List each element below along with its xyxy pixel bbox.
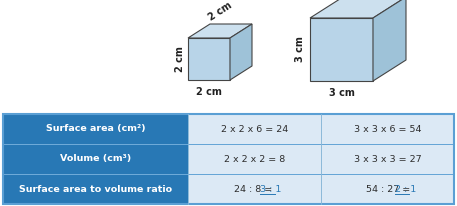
Text: 24 : 8 =: 24 : 8 = [234, 185, 276, 193]
Bar [322, 175, 453, 203]
Text: Surface area to volume ratio: Surface area to volume ratio [19, 185, 172, 193]
Text: 3 x 3 x 6 = 54: 3 x 3 x 6 = 54 [354, 124, 421, 133]
Bar [188, 144, 321, 174]
Text: 24 : 8 = 3 : 1: 24 : 8 = 3 : 1 [223, 185, 286, 193]
Polygon shape [188, 24, 252, 38]
Text: 2 x 2 x 2 = 8: 2 x 2 x 2 = 8 [224, 154, 285, 164]
Bar [189, 175, 320, 203]
Text: 3 : 1: 3 : 1 [260, 185, 282, 193]
Bar [188, 174, 321, 204]
Text: 2 : 1: 2 : 1 [395, 185, 416, 193]
Text: Surface area (cm²): Surface area (cm²) [46, 124, 145, 133]
Text: 3 cm: 3 cm [295, 36, 305, 62]
Bar [3, 144, 188, 174]
Bar [3, 174, 188, 204]
Text: 54 : 27 =: 54 : 27 = [366, 185, 413, 193]
Text: Volume (cm³): Volume (cm³) [60, 154, 131, 164]
Polygon shape [310, 18, 373, 81]
Text: 3 cm: 3 cm [329, 88, 355, 98]
Text: 2 cm: 2 cm [207, 1, 234, 23]
Bar [188, 114, 321, 144]
Bar [3, 114, 454, 204]
Polygon shape [373, 0, 406, 81]
Text: 2 x 2 x 6 = 24: 2 x 2 x 6 = 24 [221, 124, 288, 133]
Polygon shape [310, 0, 406, 18]
Polygon shape [230, 24, 252, 80]
Text: 2 cm: 2 cm [175, 46, 185, 72]
Polygon shape [188, 38, 230, 80]
Bar [321, 114, 454, 144]
Bar [3, 114, 188, 144]
Text: 54 : 27 = 2 : 1: 54 : 27 = 2 : 1 [353, 185, 422, 193]
Text: 2 cm: 2 cm [196, 87, 222, 97]
Bar [321, 174, 454, 204]
Text: 3 x 3 x 3 = 27: 3 x 3 x 3 = 27 [354, 154, 421, 164]
Bar [321, 144, 454, 174]
